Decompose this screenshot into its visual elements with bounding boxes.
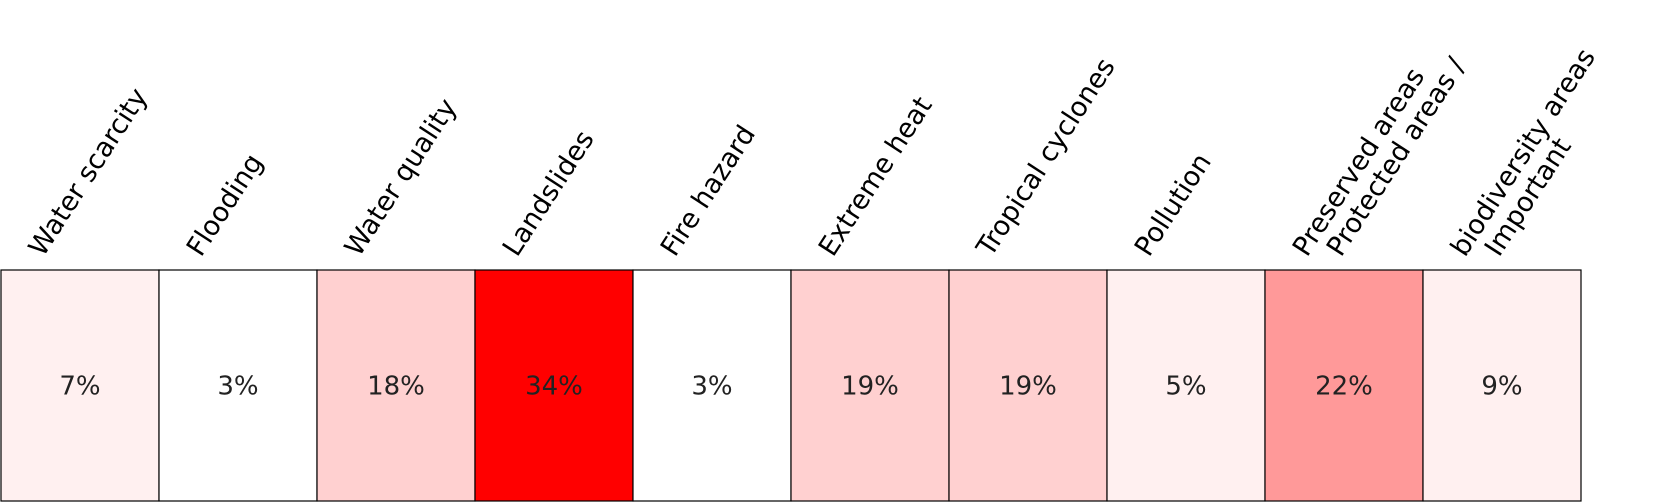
cell-value-label: 22%: [1315, 372, 1373, 402]
cell-value-label: 5%: [1165, 372, 1206, 402]
heatmap-cell: [1264, 269, 1424, 502]
heatmap-cell-group: 9%: [1422, 269, 1582, 502]
heatmap-cell: [632, 269, 792, 502]
column-header-label: Flooding: [181, 149, 270, 262]
cell-value-label: 19%: [841, 372, 899, 402]
heatmap-cell-group: 3%: [632, 269, 792, 502]
column-header-label: Pollution: [1129, 148, 1218, 262]
cell-value-label: 7%: [59, 372, 100, 402]
heatmap-cell-group: 18%: [316, 269, 476, 502]
column-header-label: Extreme heat: [813, 91, 939, 261]
column-header-label: Water scarcity: [23, 83, 154, 262]
column-header-label: Tropical cyclones: [970, 53, 1121, 263]
heatmap-cell-group: 19%: [790, 269, 950, 502]
column-header-label: Landslides: [497, 125, 601, 262]
cell-value-label: 34%: [525, 372, 583, 402]
heatmap-cell: [790, 269, 950, 502]
heatmap-cell: [316, 269, 476, 502]
heatmap-cell: [158, 269, 318, 502]
column-header-label: Fire hazard: [655, 120, 762, 262]
heatmap-cell: [1422, 269, 1582, 502]
heatmap-cell-group: 22%: [1264, 269, 1424, 502]
column-header-label: Water quality: [339, 93, 463, 262]
heatmap-cell-group: 34%: [474, 269, 634, 502]
heatmap-cell: [474, 269, 634, 502]
heatmap-cell: [948, 269, 1108, 502]
heatmap-cell-group: 3%: [158, 269, 318, 502]
heatmap-cell-group: 19%: [948, 269, 1108, 502]
heatmap-cell-group: 5%: [1106, 269, 1266, 502]
cell-value-label: 3%: [217, 372, 258, 402]
cell-value-label: 3%: [691, 372, 732, 402]
heatmap-cell: [1106, 269, 1266, 502]
cell-value-label: 9%: [1481, 372, 1522, 402]
cell-value-label: 18%: [367, 372, 425, 402]
heatmap-cell: [0, 269, 160, 502]
heatmap-cell-group: 7%: [0, 269, 160, 502]
cell-value-label: 19%: [999, 372, 1057, 402]
